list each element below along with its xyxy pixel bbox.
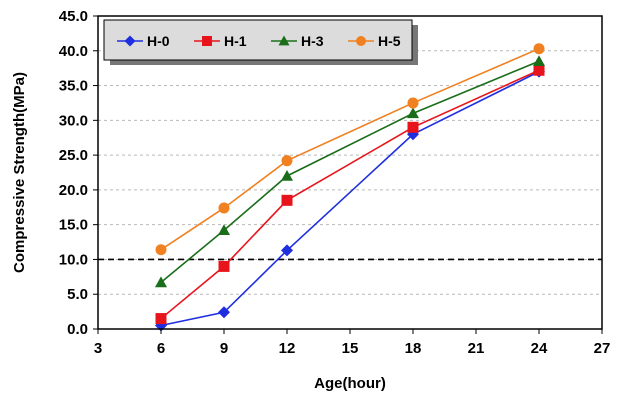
x-tick-label: 27 (594, 340, 611, 357)
y-tick-label: 5.0 (67, 286, 88, 303)
x-tick-label: 15 (342, 340, 359, 357)
legend-marker (356, 36, 366, 46)
series-h-1 (155, 64, 545, 325)
data-point (218, 306, 230, 319)
x-tick-label: 9 (220, 340, 228, 357)
y-axis-title: Compressive Strength(MPa) (11, 72, 28, 273)
y-tick-label: 20.0 (59, 182, 88, 199)
y-tick-label: 10.0 (59, 251, 88, 268)
data-point (533, 43, 545, 55)
data-point (281, 244, 293, 257)
data-point (218, 202, 230, 214)
data-point (155, 244, 167, 256)
data-point (407, 121, 419, 133)
data-point (155, 313, 167, 325)
data-point (281, 155, 293, 167)
x-tick-label: 24 (531, 340, 548, 357)
y-tick-label: 25.0 (59, 147, 88, 164)
x-tick-label: 12 (279, 340, 296, 357)
series-group (155, 43, 545, 332)
x-tick-label: 3 (94, 340, 102, 357)
data-point (281, 194, 293, 206)
legend-label: H-5 (378, 33, 401, 49)
y-tick-label: 40.0 (59, 43, 88, 60)
data-point (407, 97, 419, 109)
y-tick-label: 35.0 (59, 78, 88, 95)
y-axis-ticks: 0.0 5.0 10.0 15.0 20.0 25.0 30.0 35.0 40.0 45.0 (59, 8, 98, 338)
series-line (160, 69, 540, 320)
x-axis-ticks: 3 6 9 12 15 18 21 24 27 (94, 329, 611, 357)
series-line (160, 60, 540, 284)
y-tick-label: 15.0 (59, 217, 88, 234)
series-h-3 (155, 55, 545, 288)
x-axis-title: Age(hour) (314, 375, 386, 392)
gridlines (98, 50, 602, 295)
data-point (218, 260, 230, 272)
x-tick-label: 6 (157, 340, 165, 357)
y-tick-label: 0.0 (67, 321, 88, 338)
series-line (160, 70, 540, 327)
data-point (533, 55, 545, 67)
legend-label: H-1 (224, 33, 247, 49)
legend-marker (124, 35, 136, 47)
data-point (218, 224, 230, 236)
series-h-5 (155, 43, 545, 256)
data-point (155, 276, 167, 288)
data-point (281, 169, 293, 181)
x-tick-label: 21 (468, 340, 485, 357)
y-tick-label: 45.0 (59, 8, 88, 25)
x-tick-label: 18 (405, 340, 422, 357)
legend-label: H-0 (147, 33, 170, 49)
legend: H-0 H-1 H-3 H-5 (103, 19, 418, 65)
y-tick-label: 30.0 (59, 112, 88, 129)
series-h-0 (155, 65, 545, 332)
legend-label: H-3 (301, 33, 324, 49)
series-line (160, 47, 540, 251)
data-point (533, 64, 545, 76)
data-point (407, 107, 419, 119)
legend-marker (278, 35, 290, 46)
legend-marker (202, 36, 212, 46)
